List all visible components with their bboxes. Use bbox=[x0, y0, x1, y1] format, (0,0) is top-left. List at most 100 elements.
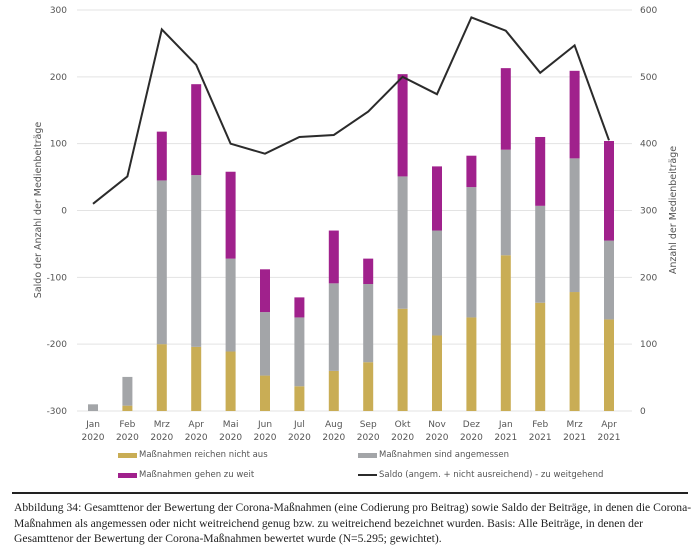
x-tick-label-year: 2020 bbox=[150, 433, 173, 443]
chart: 300 200 100 0 -100 -200 -300 600 500 400 300 200 10… bbox=[33, 6, 679, 443]
bar-segment bbox=[260, 269, 270, 313]
bar-segment bbox=[191, 84, 202, 176]
x-tick-label-year: 2021 bbox=[494, 433, 517, 443]
bar-segment bbox=[225, 171, 236, 259]
bar-segment bbox=[535, 205, 546, 303]
x-tick-label-year: 2020 bbox=[322, 433, 345, 443]
legend-item-saldo: Saldo (angem. + nicht ausreichend) - zu … bbox=[358, 470, 603, 480]
bar-segment bbox=[294, 386, 305, 411]
legend-label: Maßnahmen gehen zu weit bbox=[139, 470, 255, 480]
x-tick-label-month: Dez bbox=[463, 420, 480, 430]
legend-item-angemessen: Maßnahmen sind angemessen bbox=[358, 450, 509, 460]
bar-segment bbox=[397, 308, 408, 411]
x-tick-label-month: Jul bbox=[293, 420, 305, 430]
bars bbox=[88, 68, 614, 411]
bar-segment bbox=[328, 230, 339, 284]
bar-segment bbox=[432, 335, 442, 411]
x-tick-label-month: Jan bbox=[85, 420, 100, 430]
x-tick-label-year: 2020 bbox=[426, 433, 449, 443]
x-tick-label-month: Mai bbox=[223, 420, 239, 430]
bar-segment bbox=[156, 180, 167, 345]
bar-segment bbox=[500, 255, 511, 411]
legend-item-nicht-ausreichend: Maßnahmen reichen nicht aus bbox=[118, 450, 268, 460]
bar-segment bbox=[363, 284, 374, 363]
bar-segment bbox=[569, 292, 580, 411]
x-tick-label-month: Mrz bbox=[566, 420, 582, 430]
bar-segment bbox=[397, 74, 408, 177]
y-axis-right-title: Anzahl der Medienbeiträge bbox=[668, 146, 679, 274]
x-tick-label-month: Aug bbox=[325, 420, 343, 430]
bar-segment bbox=[466, 317, 477, 411]
bar-segment bbox=[397, 176, 408, 309]
bar-segment bbox=[466, 187, 477, 318]
bar-segment bbox=[363, 362, 374, 411]
y-tick-label-right: 300 bbox=[640, 207, 657, 217]
x-tick-label-year: 2020 bbox=[288, 433, 311, 443]
x-tick-label-year: 2020 bbox=[116, 433, 139, 443]
legend-swatch-yellow bbox=[118, 452, 137, 458]
legend-swatch-purple bbox=[118, 472, 137, 478]
x-tick-label-year: 2020 bbox=[357, 433, 380, 443]
y-tick-label-left: 200 bbox=[50, 73, 67, 83]
y-axis-right: 600 500 400 300 200 100 0 bbox=[640, 6, 657, 417]
legend-item-zu-weit: Maßnahmen gehen zu weit bbox=[118, 470, 254, 480]
y-tick-label-left: -200 bbox=[47, 340, 68, 350]
x-tick-label-year: 2020 bbox=[219, 433, 242, 443]
x-tick-label-month: Mrz bbox=[154, 420, 170, 430]
legend: Maßnahmen reichen nicht aus Maßnahmen si… bbox=[118, 448, 678, 488]
bar-segment bbox=[500, 149, 511, 256]
bar-segment bbox=[294, 297, 305, 318]
x-tick-label-month: Okt bbox=[395, 420, 411, 430]
y-tick-label-left: 300 bbox=[50, 6, 67, 16]
bar-segment bbox=[122, 376, 133, 406]
x-tick-label-month: Apr bbox=[601, 420, 617, 430]
x-tick-label-year: 2020 bbox=[254, 433, 277, 443]
x-tick-label-year: 2020 bbox=[460, 433, 483, 443]
bar-segment bbox=[604, 140, 614, 241]
legend-swatch-gray bbox=[358, 452, 377, 458]
y-tick-label-right: 200 bbox=[640, 273, 657, 283]
bar-segment bbox=[328, 283, 339, 371]
x-tick-label-year: 2020 bbox=[391, 433, 414, 443]
bar-segment bbox=[432, 230, 442, 336]
bar-segment bbox=[156, 131, 167, 181]
bar-segment bbox=[191, 175, 202, 347]
x-tick-label-month: Sep bbox=[360, 420, 377, 430]
bar-segment bbox=[122, 405, 133, 411]
x-tick-label-month: Feb bbox=[119, 420, 135, 430]
bar-segment bbox=[432, 166, 442, 231]
x-tick-label-year: 2021 bbox=[598, 433, 621, 443]
x-tick-label-year: 2021 bbox=[529, 433, 552, 443]
divider bbox=[12, 492, 688, 494]
x-tick-label-month: Feb bbox=[532, 420, 548, 430]
x-tick-label-year: 2021 bbox=[563, 433, 586, 443]
bar-segment bbox=[569, 158, 580, 293]
y-tick-label-right: 0 bbox=[640, 407, 646, 417]
bar-segment bbox=[604, 319, 614, 411]
legend-label: Maßnahmen reichen nicht aus bbox=[139, 450, 268, 460]
gridlines bbox=[77, 9, 632, 412]
bar-segment bbox=[466, 155, 477, 188]
x-tick-label-month: Nov bbox=[428, 420, 446, 430]
bar-segment bbox=[569, 70, 580, 159]
legend-swatch-line bbox=[358, 474, 377, 476]
bar-segment bbox=[88, 404, 98, 411]
y-tick-label-right: 100 bbox=[640, 340, 657, 350]
saldo-line bbox=[92, 16, 610, 205]
y-axis-left-title: Saldo der Anzahl der Medienbeiträge bbox=[33, 122, 44, 299]
x-tick-label-year: 2020 bbox=[185, 433, 208, 443]
legend-label: Maßnahmen sind angemessen bbox=[379, 450, 509, 460]
bar-segment bbox=[604, 240, 614, 320]
bar-segment bbox=[260, 312, 270, 376]
y-tick-label-right: 600 bbox=[640, 6, 657, 16]
bar-segment bbox=[294, 317, 305, 387]
bar-segment bbox=[500, 68, 511, 150]
bar-segment bbox=[156, 344, 167, 411]
y-tick-label-right: 400 bbox=[640, 140, 657, 150]
y-tick-label-right: 500 bbox=[640, 73, 657, 83]
x-tick-label-month: Apr bbox=[188, 420, 204, 430]
bar-segment bbox=[191, 346, 202, 411]
bar-segment bbox=[260, 375, 270, 411]
figure-caption: Abbildung 34: Gesamttenor der Bewertung … bbox=[14, 501, 692, 545]
x-axis: Jan 2020 Feb 2020 Mrz 2020 Apr 2020 Mai 2020 Jun 20… bbox=[82, 420, 621, 443]
